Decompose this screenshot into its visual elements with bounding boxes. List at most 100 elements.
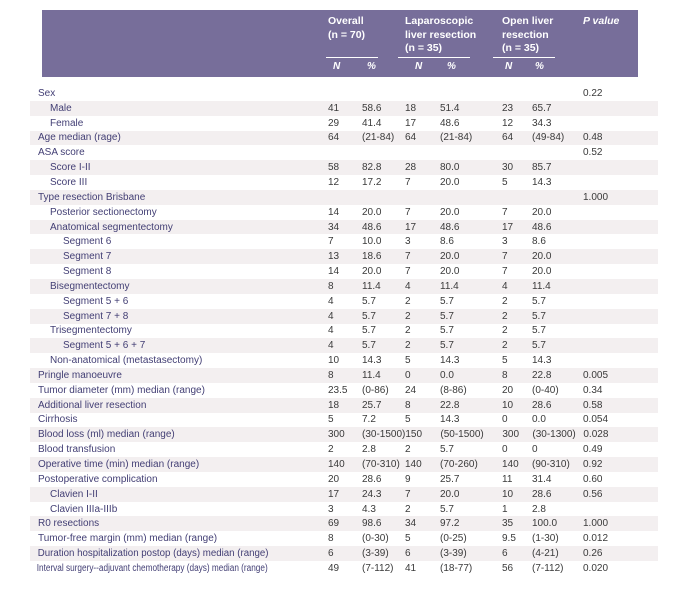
cell-overall-pct: 20.0 bbox=[362, 206, 382, 218]
table-row: Blood transfusion 2 2.8 2 5.7 0 0 0.49 bbox=[30, 442, 658, 458]
table-row: Anatomical segmentectomy 34 48.6 17 48.6… bbox=[30, 219, 658, 235]
column-group-laparoscopic: Laparoscopic liver resection (n = 35) bbox=[405, 15, 477, 55]
table-row: Non-anatomical (metastasectomy) 10 14.3 … bbox=[30, 353, 658, 369]
cell-laparoscopic-n: 7 bbox=[405, 488, 411, 500]
row-label: Non-anatomical (metastasectomy) bbox=[50, 355, 203, 367]
cell-overall-n: 4 bbox=[328, 340, 334, 352]
cell-overall-n: 41 bbox=[328, 102, 340, 114]
cell-laparoscopic-n: 7 bbox=[405, 266, 411, 278]
cell-p-value: 0.22 bbox=[583, 87, 603, 99]
cell-laparoscopic-n: 41 bbox=[405, 562, 417, 574]
cell-laparoscopic-pct: 5.7 bbox=[440, 503, 454, 515]
cell-laparoscopic-n: 17 bbox=[405, 117, 417, 129]
cell-open-pct: (1-30) bbox=[532, 533, 559, 545]
cell-open-pct: 65.7 bbox=[532, 102, 552, 114]
row-label: Segment 5 + 6 bbox=[63, 295, 129, 307]
cell-open-pct: 5.7 bbox=[532, 310, 546, 322]
table-row: Clavien IIIa-IIIb 3 4.3 2 5.7 1 2.8 bbox=[30, 501, 658, 517]
cell-overall-pct: (30-1500) bbox=[362, 429, 406, 441]
table-row: Operative time (min) median (range) 140 … bbox=[30, 457, 658, 472]
cell-laparoscopic-n: 34 bbox=[405, 518, 417, 530]
cell-open-n: 5 bbox=[502, 176, 508, 188]
cell-overall-n: 8 bbox=[328, 280, 334, 292]
cell-overall-pct: 4.3 bbox=[362, 503, 376, 515]
table-row: Male 41 58.6 18 51.4 23 65.7 bbox=[30, 100, 658, 116]
cell-open-n: 0 bbox=[502, 444, 508, 456]
cell-overall-n: 10 bbox=[328, 355, 340, 367]
cell-p-value: 0.58 bbox=[583, 399, 603, 411]
cell-laparoscopic-n: 2 bbox=[405, 295, 411, 307]
row-label: Score III bbox=[50, 176, 88, 188]
cell-open-n: 20 bbox=[502, 384, 514, 396]
cell-open-pct: 0.0 bbox=[532, 414, 546, 426]
cell-open-pct: (0-40) bbox=[532, 384, 559, 396]
cell-overall-n: 7 bbox=[328, 236, 334, 248]
column-p-value: P value bbox=[583, 15, 620, 27]
row-label: Age median (rage) bbox=[38, 132, 121, 144]
cell-overall-n: 140 bbox=[328, 459, 345, 471]
cell-overall-pct: (0-30) bbox=[362, 533, 389, 545]
cell-overall-n: 12 bbox=[328, 176, 340, 188]
cell-laparoscopic-pct: 20.0 bbox=[440, 488, 460, 500]
cell-open-pct: 20.0 bbox=[532, 266, 552, 278]
cell-open-n: 10 bbox=[502, 399, 514, 411]
cell-open-pct: 100.0 bbox=[532, 518, 558, 530]
cell-open-pct: (90-310) bbox=[532, 459, 570, 471]
cell-laparoscopic-pct: 5.7 bbox=[440, 340, 454, 352]
cell-overall-pct: 20.0 bbox=[362, 266, 382, 278]
cell-overall-pct: 58.6 bbox=[362, 102, 382, 114]
cell-laparoscopic-n: 7 bbox=[405, 176, 411, 188]
table-row: Segment 8 14 20.0 7 20.0 7 20.0 bbox=[30, 264, 658, 279]
cell-p-value: 0.054 bbox=[583, 414, 609, 426]
header-rule-laparoscopic bbox=[398, 57, 470, 58]
cell-laparoscopic-pct: 5.7 bbox=[440, 295, 454, 307]
cell-overall-n: 4 bbox=[328, 325, 334, 337]
cell-open-pct: 20.0 bbox=[532, 206, 552, 218]
cell-laparoscopic-pct: 14.3 bbox=[440, 355, 460, 367]
cell-open-n: 6 bbox=[502, 548, 508, 560]
cell-laparoscopic-pct: 5.7 bbox=[440, 325, 454, 337]
cell-laparoscopic-n: 0 bbox=[405, 369, 411, 381]
table-row: Segment 7 13 18.6 7 20.0 7 20.0 bbox=[30, 249, 658, 265]
row-label: Tumor-free margin (mm) median (range) bbox=[38, 533, 218, 545]
table-row: Female 29 41.4 17 48.6 12 34.3 bbox=[30, 115, 658, 131]
cell-laparoscopic-pct: 5.7 bbox=[440, 444, 454, 456]
row-label: Bisegmentectomy bbox=[50, 280, 130, 292]
cell-overall-pct: 10.0 bbox=[362, 236, 382, 248]
cell-open-pct: 28.6 bbox=[532, 488, 552, 500]
table-row: Sex 0.22 bbox=[30, 86, 658, 101]
cell-p-value: 0.60 bbox=[583, 473, 603, 485]
row-label: Segment 8 bbox=[63, 266, 112, 278]
cell-laparoscopic-n: 2 bbox=[405, 325, 411, 337]
cell-laparoscopic-pct: 97.2 bbox=[440, 518, 460, 530]
table-row: Tumor-free margin (mm) median (range) 8 … bbox=[30, 531, 658, 547]
table-row: Postoperative complication 20 28.6 9 25.… bbox=[30, 471, 658, 487]
row-label: Type resection Brisbane bbox=[38, 191, 146, 203]
cell-open-n: 2 bbox=[502, 310, 508, 322]
cell-laparoscopic-pct: 14.3 bbox=[440, 414, 460, 426]
cell-overall-n: 14 bbox=[328, 206, 340, 218]
row-label: Trisegmentectomy bbox=[50, 325, 132, 337]
cell-open-n: 2 bbox=[502, 295, 508, 307]
cell-laparoscopic-n: 24 bbox=[405, 384, 417, 396]
cell-open-n: 64 bbox=[502, 132, 514, 144]
table-row: ASA score 0.52 bbox=[30, 145, 658, 161]
cell-open-pct: 11.4 bbox=[532, 280, 551, 292]
cell-laparoscopic-n: 6 bbox=[405, 548, 411, 560]
cell-open-n: 5 bbox=[502, 355, 508, 367]
cell-overall-pct: 25.7 bbox=[362, 399, 382, 411]
cell-overall-pct: 82.8 bbox=[362, 162, 382, 174]
cell-overall-pct: 18.6 bbox=[362, 251, 382, 263]
cell-p-value: 0.005 bbox=[583, 369, 609, 381]
cell-laparoscopic-n: 5 bbox=[405, 355, 411, 367]
row-label: Male bbox=[50, 102, 72, 114]
cell-p-value: 0.020 bbox=[583, 562, 609, 574]
cell-overall-pct: 5.7 bbox=[362, 295, 376, 307]
table-row: Score III 12 17.2 7 20.0 5 14.3 bbox=[30, 175, 658, 190]
cell-overall-pct: 24.3 bbox=[362, 488, 382, 500]
table-row: Posterior sectionectomy 14 20.0 7 20.0 7… bbox=[30, 204, 658, 220]
cell-open-n: 7 bbox=[502, 266, 508, 278]
cell-laparoscopic-pct: 8.6 bbox=[440, 236, 454, 248]
row-label: Score I-II bbox=[50, 162, 91, 174]
cell-overall-pct: 7.2 bbox=[362, 414, 376, 426]
